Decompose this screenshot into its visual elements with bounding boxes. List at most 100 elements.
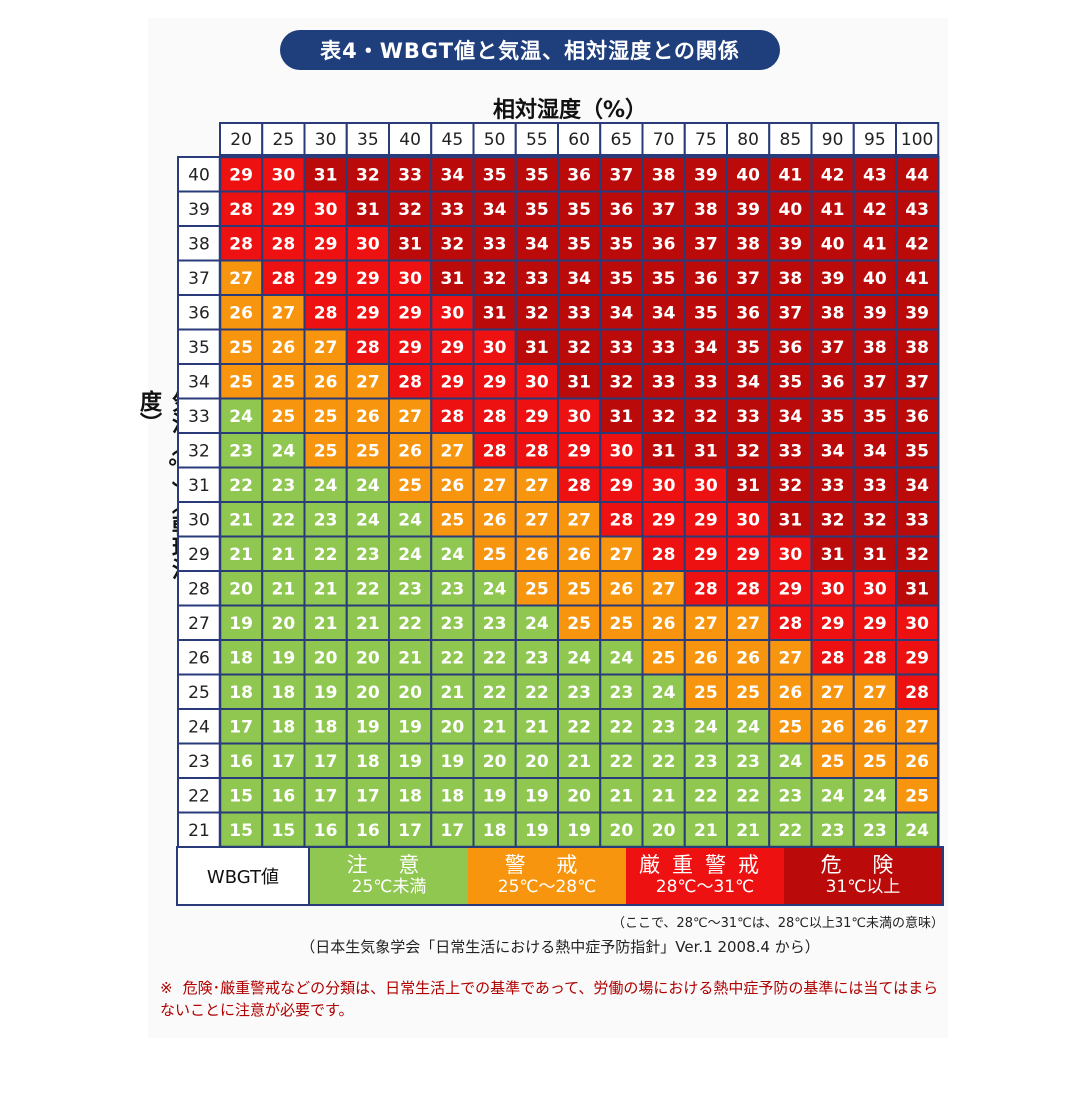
heatmap-cell	[895, 466, 940, 503]
cell-value-label: 37	[736, 269, 760, 289]
heatmap-cell	[852, 570, 897, 607]
cell-value-label: 19	[567, 821, 591, 841]
cell-value-label: 31	[398, 234, 422, 254]
heatmap-cell	[514, 639, 559, 676]
cell-value-label: 26	[736, 648, 760, 668]
cell-value-label: 23	[694, 752, 718, 772]
cell-value-label: 16	[229, 752, 253, 772]
cell-value-label: 22	[610, 752, 634, 772]
cell-value-label: 23	[229, 441, 253, 461]
cell-value-label: 22	[441, 648, 465, 668]
cell-value-label: 25	[567, 579, 591, 599]
heatmap-cell	[261, 570, 306, 607]
cell-value-label: 21	[652, 786, 676, 806]
x-tick-label: 75	[695, 130, 717, 150]
cell-value-label: 31	[356, 200, 380, 220]
cell-value-label: 25	[314, 407, 338, 427]
cell-value-label: 24	[652, 683, 676, 703]
cell-value-label: 23	[356, 545, 380, 565]
cell-value-label: 28	[905, 683, 929, 703]
heatmap-cell	[852, 225, 897, 262]
heatmap-cell	[388, 811, 433, 848]
cell-value-label: 37	[779, 303, 803, 323]
cell-value-label: 36	[905, 407, 929, 427]
legend-caution-name: 注 意	[346, 853, 432, 878]
cell-value-label: 20	[610, 821, 634, 841]
cell-value-label: 36	[779, 338, 803, 358]
cell-value-label: 26	[863, 717, 887, 737]
cell-value-label: 24	[905, 821, 929, 841]
cell-value-label: 15	[229, 786, 253, 806]
cell-value-label: 23	[398, 579, 422, 599]
heatmap-cell	[345, 742, 390, 779]
cell-value-label: 19	[441, 752, 465, 772]
cell-value-label: 29	[567, 441, 591, 461]
cell-value-label: 20	[356, 683, 380, 703]
cell-value-label: 20	[229, 579, 253, 599]
cell-value-label: 22	[229, 476, 253, 496]
cell-value-label: 29	[483, 372, 507, 392]
cell-value-label: 28	[821, 648, 845, 668]
y-tick-label: 33	[188, 407, 210, 427]
cell-value-label: 22	[610, 717, 634, 737]
cell-value-label: 30	[483, 338, 507, 358]
y-tick-cell	[177, 190, 221, 227]
y-tick-label: 23	[188, 752, 210, 772]
cell-value-label: 32	[694, 407, 718, 427]
heatmap-cell	[514, 190, 559, 227]
x-tick-label: 40	[399, 130, 421, 150]
cell-value-label: 29	[525, 407, 549, 427]
x-tick-label: 70	[653, 130, 675, 150]
cell-value-label: 29	[652, 510, 676, 530]
heatmap-cell	[810, 156, 855, 193]
heatmap-cell	[599, 225, 644, 262]
cell-value-label: 33	[398, 165, 422, 185]
heatmap-cell	[768, 742, 813, 779]
cell-value-label: 33	[736, 407, 760, 427]
heatmap-cell	[557, 639, 602, 676]
y-tick-label: 39	[188, 200, 210, 220]
cell-value-label: 18	[272, 683, 296, 703]
cell-value-label: 27	[610, 545, 634, 565]
cell-value-label: 29	[314, 269, 338, 289]
cell-value-label: 17	[272, 752, 296, 772]
cell-value-label: 27	[905, 717, 929, 737]
cell-value-label: 22	[314, 545, 338, 565]
heatmap-cell	[768, 156, 813, 193]
cell-value-label: 30	[652, 476, 676, 496]
cell-value-label: 23	[272, 476, 296, 496]
cell-value-label: 30	[356, 234, 380, 254]
y-tick-label: 35	[188, 338, 210, 358]
heatmap-cell	[810, 604, 855, 641]
heatmap-cell	[514, 363, 559, 400]
heatmap-cell	[472, 294, 517, 331]
legend-severe-warning: 厳重警戒 28℃～31℃	[626, 848, 784, 904]
x-tick-label: 80	[737, 130, 759, 150]
cell-value-label: 22	[525, 683, 549, 703]
heatmap-cell	[895, 432, 940, 469]
cell-value-label: 36	[567, 165, 591, 185]
heatmap-cell	[852, 639, 897, 676]
cell-value-label: 35	[610, 234, 634, 254]
cell-value-label: 26	[525, 545, 549, 565]
cell-value-label: 17	[441, 821, 465, 841]
heatmap-cell	[852, 501, 897, 538]
cell-value-label: 25	[441, 510, 465, 530]
heatmap-cell	[852, 466, 897, 503]
heatmap-cell	[345, 294, 390, 331]
cell-value-label: 19	[314, 683, 338, 703]
heatmap-cell	[895, 673, 940, 710]
y-tick-cell	[177, 397, 221, 434]
x-tick-cell	[895, 122, 940, 156]
cell-value-label: 32	[652, 407, 676, 427]
cell-value-label: 27	[525, 510, 549, 530]
cell-value-label: 16	[314, 821, 338, 841]
cell-value-label: 27	[821, 683, 845, 703]
heatmap-cell	[261, 604, 306, 641]
cell-value-label: 26	[356, 407, 380, 427]
cell-value-label: 24	[314, 476, 338, 496]
heatmap-cell	[430, 570, 475, 607]
heatmap-cell	[768, 570, 813, 607]
heatmap-cell	[726, 570, 771, 607]
cell-value-label: 36	[694, 269, 718, 289]
